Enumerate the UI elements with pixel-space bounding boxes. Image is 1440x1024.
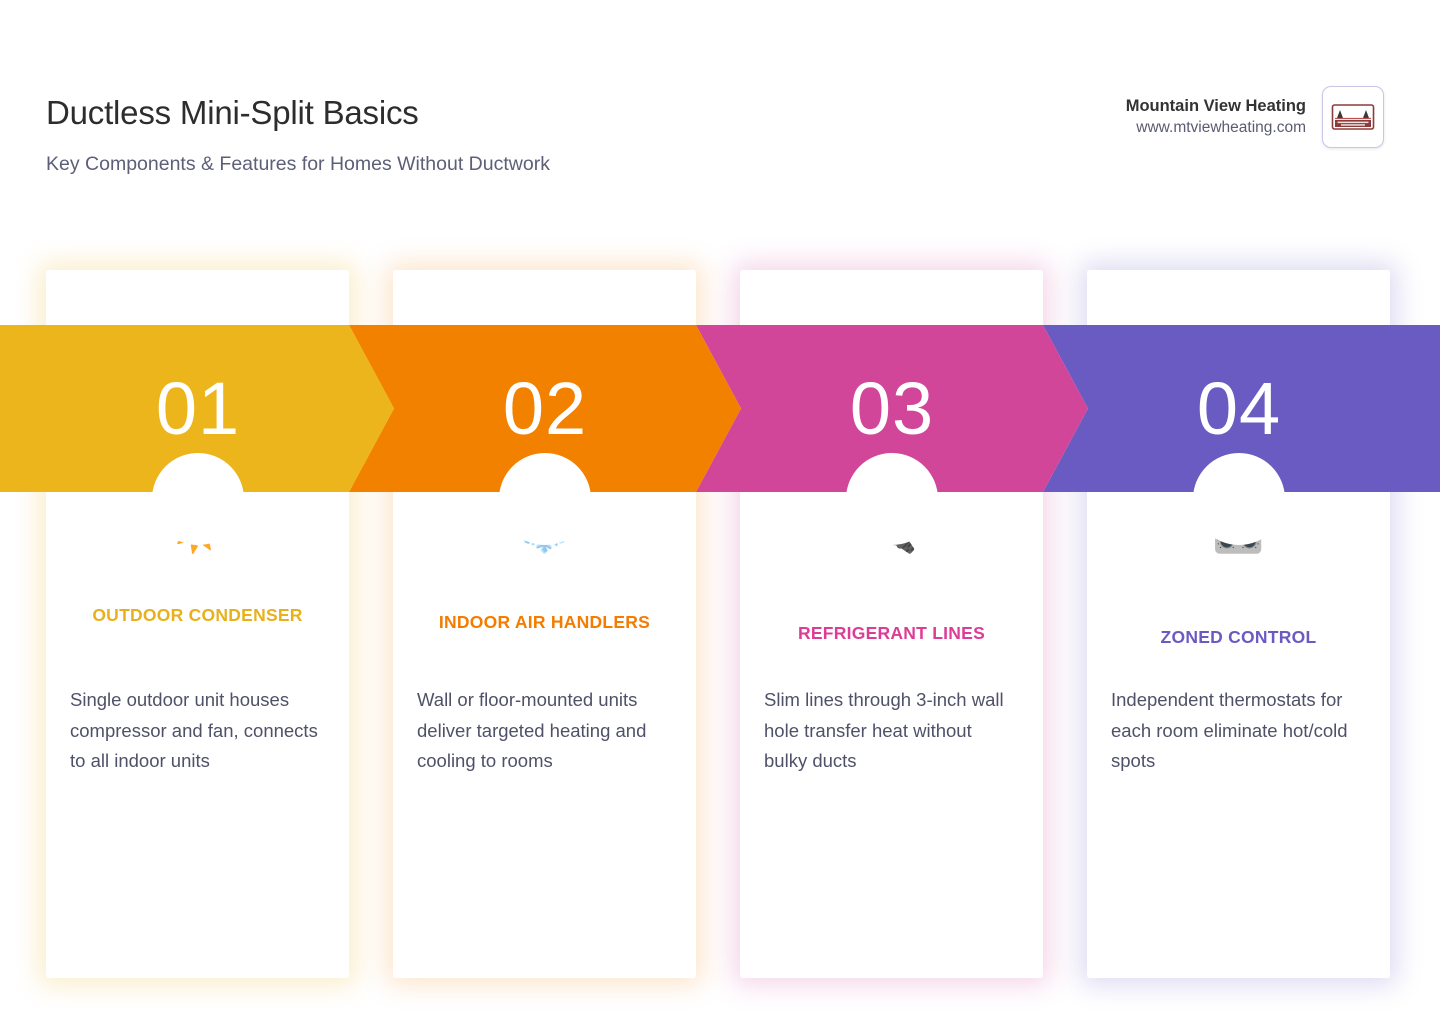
card-description: Wall or floor-mounted units deliver targ… — [417, 689, 647, 772]
ribbon-segment-2 — [349, 325, 741, 492]
ribbon-segment-3 — [696, 325, 1088, 492]
brand-name: Mountain View Heating — [1125, 96, 1306, 115]
step-ribbon — [0, 325, 1440, 492]
card-description: Slim lines through 3-inch wall hole tran… — [764, 689, 1004, 772]
brand-text: Mountain View Heating www.mtviewheating.… — [1126, 95, 1306, 140]
ribbon-segment-1 — [0, 325, 394, 492]
ribbon-notch-2 — [499, 453, 591, 545]
page-title: Ductless Mini-Split Basics — [46, 94, 419, 131]
ribbon-notch-1 — [152, 453, 244, 545]
card-description: Single outdoor unit houses compressor an… — [70, 689, 318, 772]
ribbon-notch-4 — [1193, 453, 1285, 545]
card-title: OUTDOOR CONDENSER — [92, 605, 303, 625]
card-description: Independent thermostats for each room el… — [1111, 689, 1348, 772]
hvac-sign-logo-icon — [1322, 86, 1384, 148]
card-title: ZONED CONTROL — [1160, 627, 1317, 647]
ribbon-segment-4 — [1043, 325, 1440, 492]
card-title: INDOOR AIR HANDLERS — [438, 612, 651, 632]
brand-block: Mountain View Heating www.mtviewheating.… — [1126, 86, 1384, 148]
brand-url: www.mtviewheating.com — [1136, 118, 1306, 136]
card-title: REFRIGERANT LINES — [797, 623, 986, 643]
ribbon-notch-3 — [846, 453, 938, 545]
page-subtitle: Key Components & Features for Homes With… — [46, 153, 550, 175]
